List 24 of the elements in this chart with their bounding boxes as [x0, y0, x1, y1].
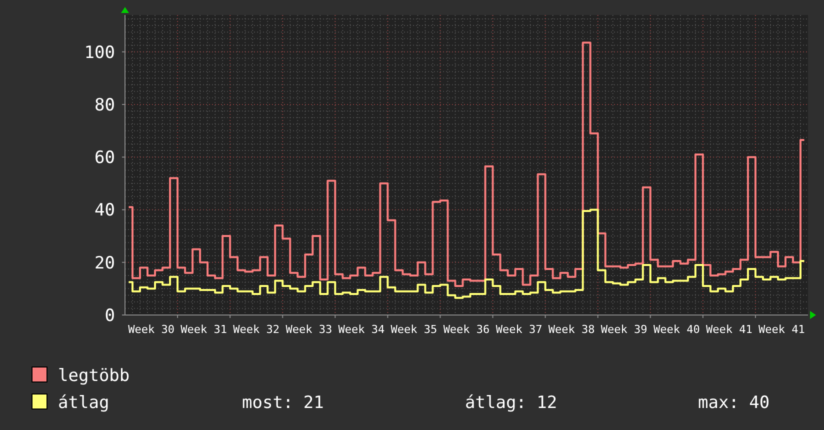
x-tick-label: Week 37 [496, 323, 542, 336]
x-tick-label: Week 36 [443, 323, 490, 336]
legend-label: legtöbb [58, 366, 130, 386]
y-tick-label: 40 [94, 200, 115, 221]
text: max: 40 [698, 392, 770, 413]
x-tick-label: Week 39 [600, 323, 648, 336]
x-tick-label: Week 38 [548, 323, 595, 336]
y-tick-label: 0 [104, 306, 115, 326]
x-tick-label: Week 41 [758, 323, 805, 336]
x-tick-label: Week 32 [233, 323, 280, 336]
y-tick-label: 100 [84, 42, 115, 63]
text: átlag: 12 [465, 392, 558, 413]
y-tick-label: 80 [94, 95, 115, 116]
y-tick-label: 60 [94, 148, 115, 168]
x-tick-label: Week 35 [390, 323, 438, 336]
x-tick-label: Week 34 [338, 323, 385, 336]
x-tick-label: Week 33 [286, 323, 332, 336]
x-tick-label: Week 40 [653, 323, 700, 336]
legend-label: átlag [58, 392, 110, 413]
x-tick-label: Week 41 [706, 323, 752, 336]
y-tick-label: 20 [94, 253, 115, 274]
text: most: 21 [242, 392, 324, 413]
x-tick-label: Week 31 [180, 323, 227, 336]
x-tick-label: Week 30 [128, 323, 174, 336]
